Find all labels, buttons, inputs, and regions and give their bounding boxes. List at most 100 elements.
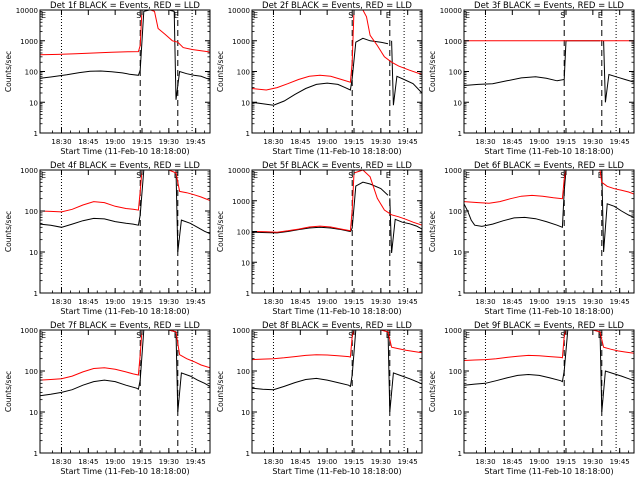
x-axis-label: Start Time (11-Feb-10 18:18:00) (60, 467, 189, 476)
x-axis-label: Start Time (11-Feb-10 18:18:00) (60, 307, 189, 316)
x-tick-label: 19:45 (610, 298, 630, 306)
x-tick-label: 19:15 (344, 458, 364, 466)
lld-series-line (252, 330, 422, 361)
y-tick-label: 1000 (444, 167, 462, 175)
y-tick-label: 10 (241, 259, 250, 267)
x-tick-label: 18:45 (78, 138, 98, 146)
series-group (464, 330, 634, 413)
x-tick-label: 19:30 (371, 458, 391, 466)
marker-label-e: E (253, 331, 258, 340)
x-tick-label: 19:30 (371, 138, 391, 146)
events-series-line (389, 198, 422, 254)
x-axis-label: Start Time (11-Feb-10 18:18:00) (272, 467, 401, 476)
events-series-line (380, 330, 422, 413)
x-tick-label: 19:15 (344, 138, 364, 146)
x-tick-label: 19:30 (583, 138, 603, 146)
plot-frame (251, 329, 423, 454)
marker-label-s: S (348, 331, 353, 340)
x-tick-label: 19:00 (317, 138, 337, 146)
lld-series-line (252, 170, 422, 233)
y-axis-label: Counts/sec (428, 211, 437, 252)
marker-label-e: E (465, 171, 470, 180)
panel-title: Det 5f BLACK = Events, RED = LLD (262, 161, 412, 171)
x-tick-label: 19:15 (132, 458, 152, 466)
marker-label-s: S (560, 331, 565, 340)
lld-series-line (252, 10, 422, 91)
events-series-line (168, 330, 210, 413)
x-tick-label: 18:45 (78, 458, 98, 466)
x-tick-label: 19:45 (610, 458, 630, 466)
x-tick-label: 19:45 (610, 138, 630, 146)
marker-label-e: E (41, 11, 46, 20)
y-axis-label: Counts/sec (4, 51, 13, 92)
events-series-line (252, 37, 389, 106)
x-tick-label: 19:30 (583, 458, 603, 466)
panel-title: Det 2f BLACK = Events, RED = LLD (262, 1, 412, 11)
x-tick-label: 18:30 (263, 458, 283, 466)
y-tick-label: 100 (237, 69, 250, 77)
events-series-line (40, 330, 151, 397)
events-series-line (601, 170, 634, 253)
x-tick-label: 18:30 (475, 298, 495, 306)
y-tick-label: 100 (25, 69, 38, 77)
y-tick-label: 1 (458, 450, 462, 458)
x-axis-label: Start Time (11-Feb-10 18:18:00) (272, 147, 401, 156)
y-tick-label: 10 (453, 409, 462, 417)
y-tick-label: 100 (449, 69, 462, 77)
y-tick-label: 100 (237, 368, 250, 376)
y-axis-label: Counts/sec (216, 211, 225, 252)
y-tick-label: 1 (246, 450, 250, 458)
y-tick-label: 1000 (444, 327, 462, 335)
x-tick-label: 19:00 (529, 298, 549, 306)
y-tick-label: 10 (29, 249, 38, 257)
events-series-line (603, 40, 634, 103)
x-axis-label: Start Time (11-Feb-10 18:18:00) (484, 467, 613, 476)
events-series-line (464, 330, 575, 386)
x-tick-label: 19:45 (186, 298, 206, 306)
plot-frame (463, 329, 635, 454)
x-tick-label: 18:45 (502, 138, 522, 146)
events-series-line (464, 170, 600, 229)
marker-label-s: S (136, 171, 141, 180)
marker-label-e: E (465, 11, 470, 20)
x-tick-label: 19:00 (105, 138, 125, 146)
x-axis-label: Start Time (11-Feb-10 18:18:00) (484, 307, 613, 316)
x-tick-label: 18:30 (475, 458, 495, 466)
x-axis-label: Start Time (11-Feb-10 18:18:00) (484, 147, 613, 156)
y-tick-label: 10 (29, 99, 38, 107)
y-tick-label: 1 (34, 290, 38, 298)
plot-frame (39, 329, 211, 454)
x-tick-label: 19:30 (159, 138, 179, 146)
events-series-line (252, 330, 363, 391)
y-axis-label: Counts/sec (428, 51, 437, 92)
plot-frame (463, 9, 635, 134)
x-tick-label: 19:15 (556, 298, 576, 306)
x-tick-label: 19:30 (371, 298, 391, 306)
marker-label-e: E (598, 11, 603, 20)
y-tick-label: 100 (25, 208, 38, 216)
x-tick-label: 19:45 (398, 298, 418, 306)
y-tick-label: 10 (241, 409, 250, 417)
panel-title: Det 8f BLACK = Events, RED = LLD (262, 321, 412, 331)
x-tick-label: 18:45 (290, 298, 310, 306)
marker-label-e: E (465, 331, 470, 340)
lld-series-line (40, 330, 210, 381)
y-tick-label: 10 (29, 409, 38, 417)
x-tick-label: 19:00 (105, 458, 125, 466)
y-tick-label: 1 (458, 290, 462, 298)
x-tick-label: 18:45 (502, 298, 522, 306)
marker-label-e: E (386, 11, 391, 20)
marker-label-s: S (560, 171, 565, 180)
x-tick-label: 19:15 (132, 298, 152, 306)
x-tick-label: 18:30 (475, 138, 495, 146)
x-tick-label: 19:00 (317, 458, 337, 466)
plot-frame (251, 169, 423, 294)
x-tick-label: 19:45 (186, 138, 206, 146)
y-tick-label: 10 (241, 99, 250, 107)
